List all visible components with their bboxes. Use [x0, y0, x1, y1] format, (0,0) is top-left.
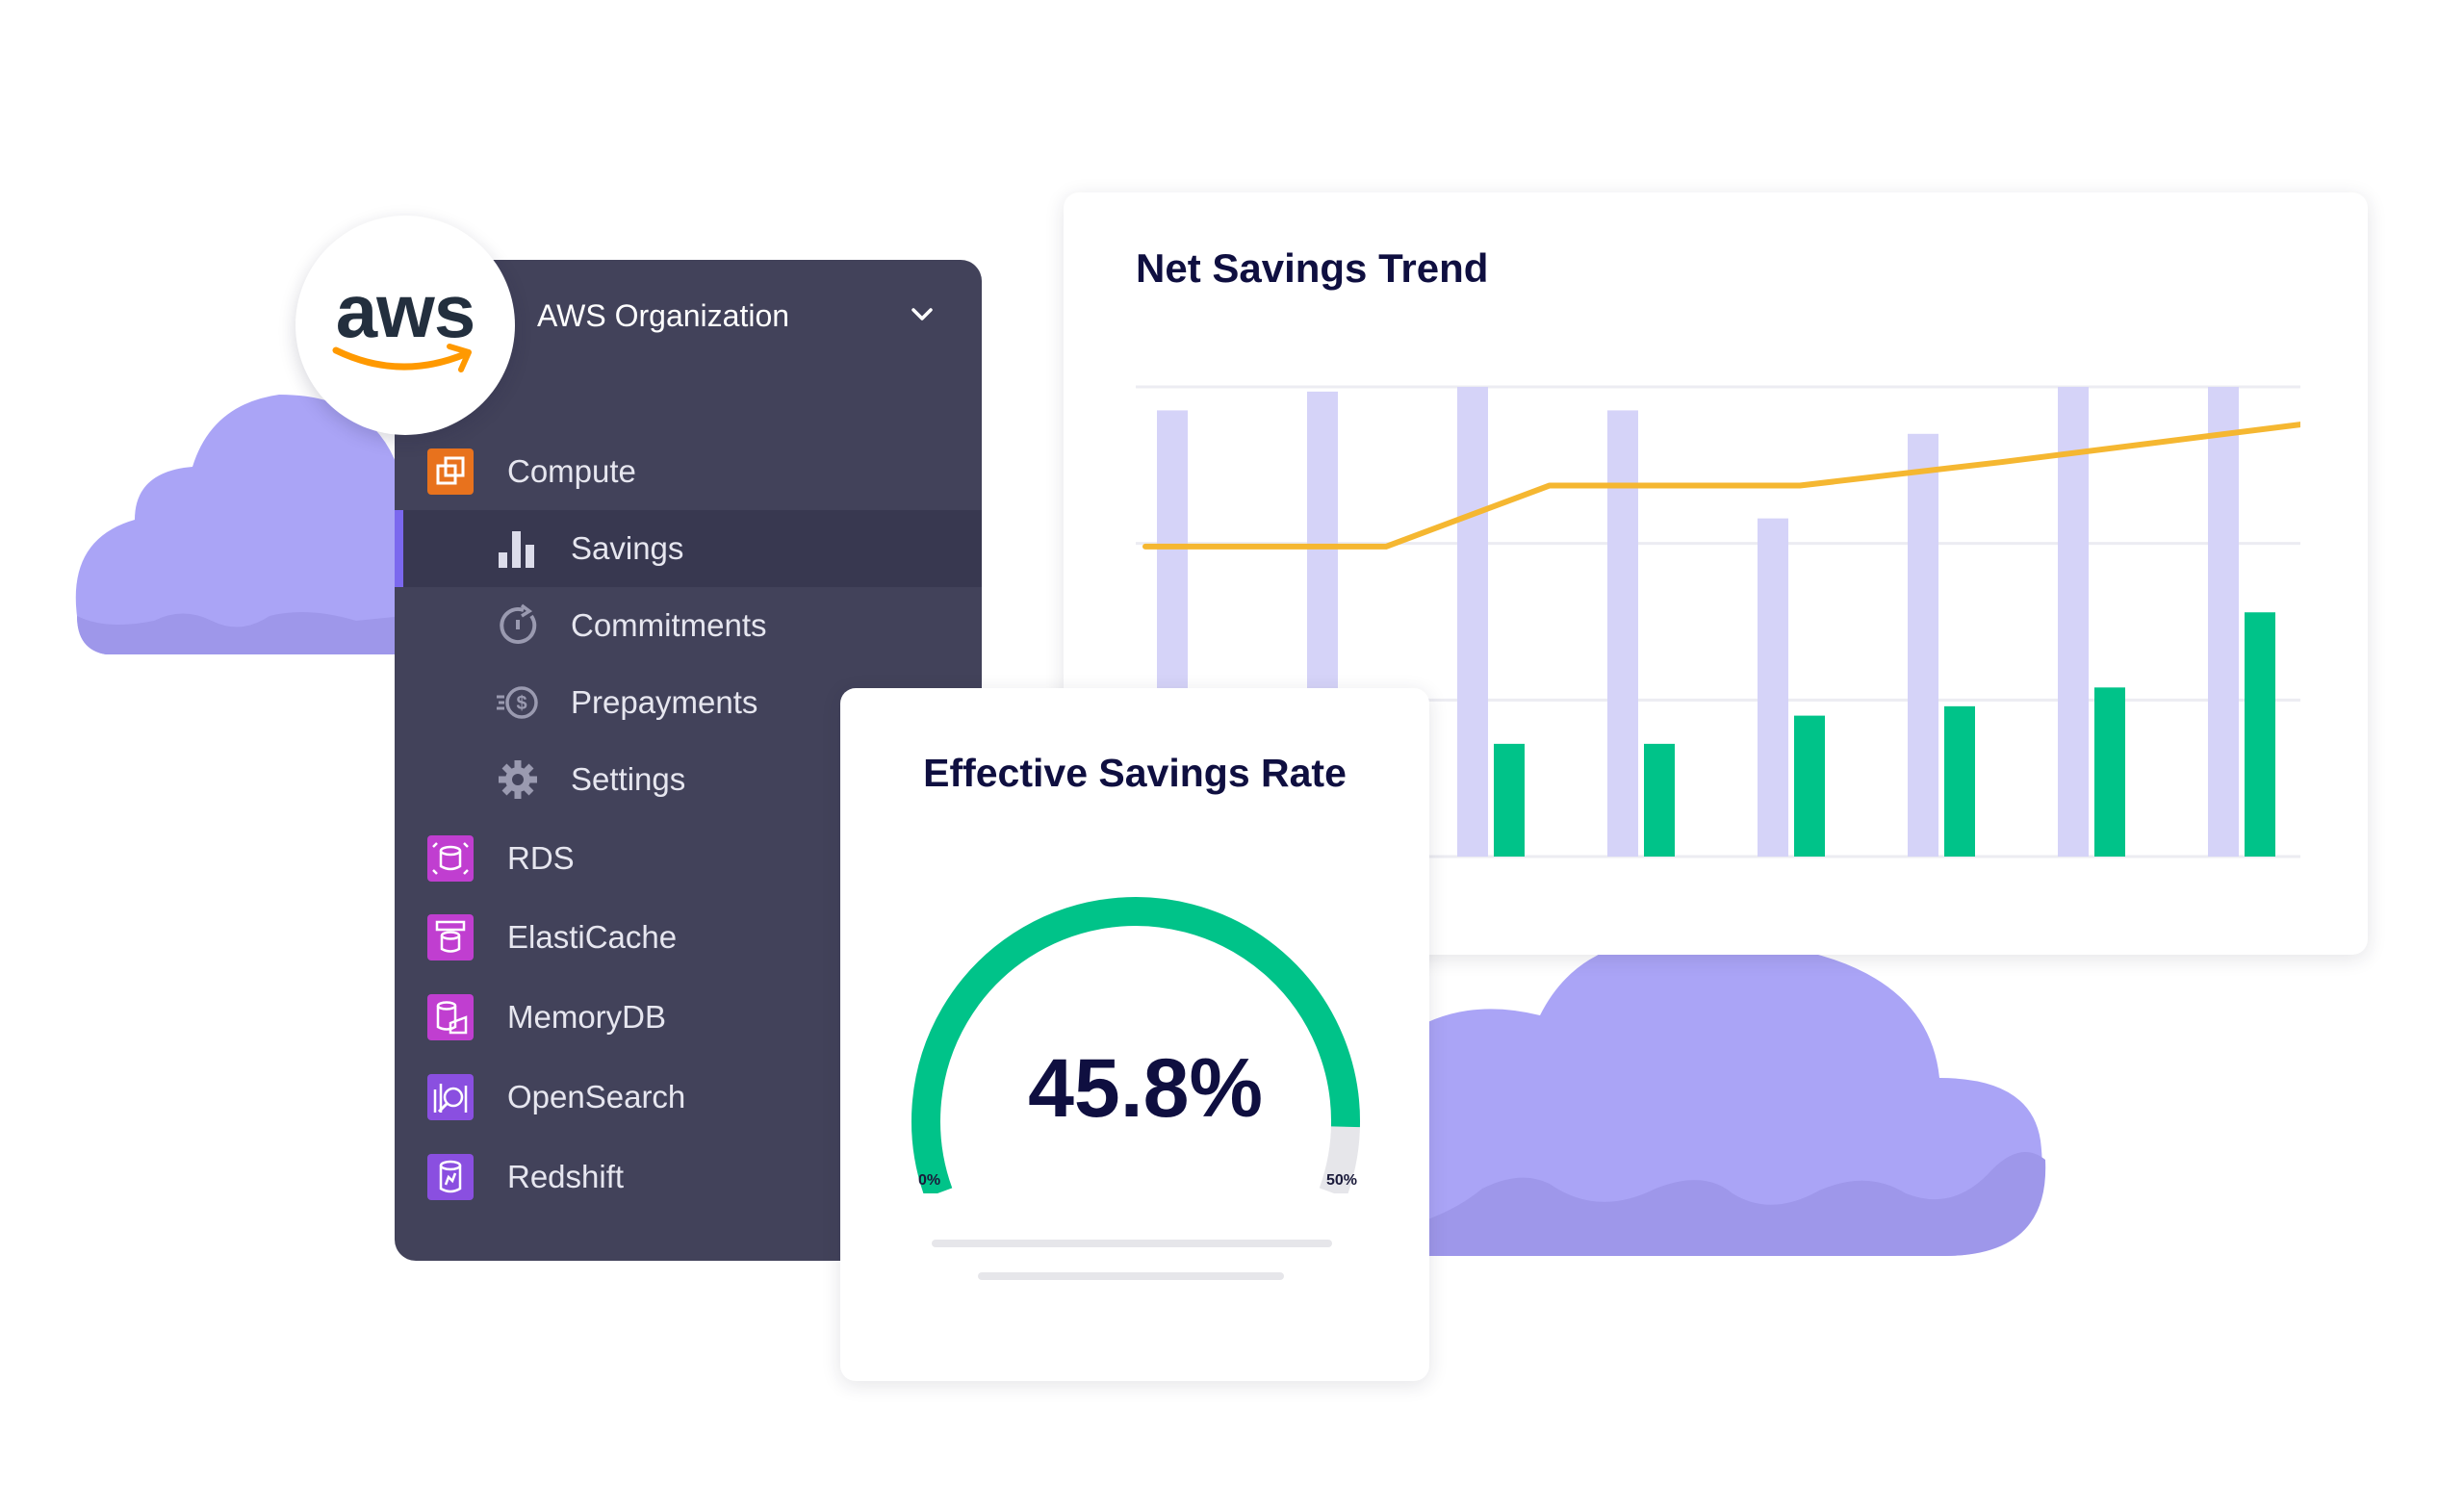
background-bar — [1758, 518, 1788, 857]
sidebar-item-label: OpenSearch — [507, 1079, 686, 1114]
bar-chart-icon — [495, 525, 541, 572]
sidebar-item-label: Prepayments — [571, 684, 758, 720]
savings-bar — [2094, 687, 2125, 857]
savings-bar — [1644, 743, 1675, 857]
redshift-icon — [427, 1154, 474, 1200]
savings-bar — [2245, 612, 2275, 857]
gauge-fill — [911, 897, 1360, 1193]
sidebar-item-label: Settings — [571, 761, 686, 797]
background-bar — [1607, 410, 1638, 857]
sidebar-item-compute[interactable]: Compute — [395, 433, 982, 510]
sidebar-item-commitments[interactable]: Commitments — [395, 587, 982, 664]
sidebar-item-memorydb[interactable]: MemoryDB — [395, 979, 982, 1056]
elasticache-icon — [427, 914, 474, 960]
background-bar — [2208, 387, 2239, 857]
savings-rate-value: 45.8% — [1028, 1042, 1263, 1135]
sidebar-item-label: Redshift — [507, 1159, 625, 1194]
cloud-left — [67, 375, 414, 674]
organization-selector[interactable]: AWS Organization — [537, 298, 790, 333]
aws-logo: aws — [295, 216, 515, 435]
sidebar-item-rds[interactable]: RDS — [395, 820, 982, 897]
chevron-down-icon[interactable] — [910, 306, 935, 328]
sidebar-item-label: Commitments — [571, 607, 767, 643]
placeholder-line — [978, 1272, 1284, 1280]
background-bar — [1908, 433, 1938, 857]
sidebar-item-elasticache[interactable]: ElastiCache — [395, 899, 982, 976]
placeholder-line — [932, 1240, 1332, 1247]
savings-bar — [1494, 743, 1525, 857]
sidebar-item-label: ElastiCache — [507, 919, 678, 955]
rds-icon — [427, 835, 474, 882]
aws-logo-text: aws — [335, 269, 475, 353]
chart-title: Net Savings Trend — [1136, 245, 1489, 291]
svg-text:$: $ — [516, 693, 526, 714]
gear-icon — [495, 756, 541, 803]
aws-smile-icon — [332, 344, 472, 372]
background-bar — [1457, 387, 1488, 857]
sidebar-item-settings[interactable]: Settings — [395, 741, 982, 818]
commitment-clock-icon — [495, 602, 541, 649]
background-bar — [2058, 387, 2089, 857]
opensearch-icon — [427, 1074, 474, 1120]
gauge-title: Effective Savings Rate — [923, 751, 1347, 795]
gauge-max-label: 50% — [1326, 1172, 1358, 1189]
cloud-right — [1405, 938, 2050, 1266]
savings-bar — [1944, 705, 1975, 857]
sidebar-item-label: Compute — [507, 453, 636, 489]
sidebar-item-prepayments[interactable]: $ Prepayments — [395, 664, 982, 741]
dollar-coin-icon: $ — [495, 679, 541, 726]
savings-rate-gauge — [911, 897, 1360, 1193]
gauge-min-label: 0% — [918, 1172, 941, 1189]
savings-bar — [1794, 715, 1825, 857]
sidebar-item-opensearch[interactable]: OpenSearch — [395, 1059, 982, 1136]
memorydb-icon — [427, 994, 474, 1040]
compute-icon — [427, 448, 474, 495]
sidebar-item-label: RDS — [507, 840, 575, 876]
sidebar-item-label: Savings — [571, 530, 684, 566]
trend-line — [1142, 422, 2300, 550]
sidebar-item-redshift[interactable]: Redshift — [395, 1139, 982, 1216]
sidebar-item-savings[interactable]: Savings — [395, 510, 982, 587]
sidebar-item-label: MemoryDB — [507, 999, 667, 1035]
